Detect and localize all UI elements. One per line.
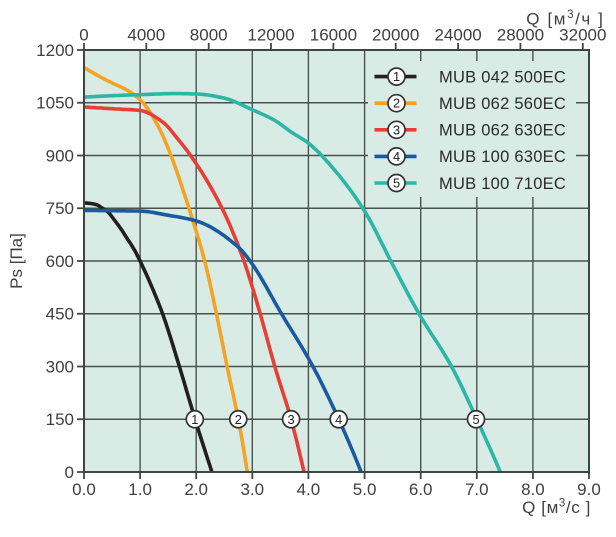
svg-text:5: 5 [393,176,400,191]
svg-text:5: 5 [472,412,479,427]
svg-text:1: 1 [393,69,400,84]
svg-text:5.0: 5.0 [353,480,377,499]
svg-text:450: 450 [46,305,74,324]
svg-text:6.0: 6.0 [409,480,433,499]
svg-text:1: 1 [191,412,198,427]
svg-text:MUB 062 630EC: MUB 062 630EC [439,122,566,140]
svg-text:3: 3 [393,122,400,137]
svg-text:3.0: 3.0 [240,480,264,499]
svg-text:8.0: 8.0 [521,480,545,499]
svg-text:Ps [Па]: Ps [Па] [7,233,26,289]
svg-text:7.0: 7.0 [465,480,489,499]
svg-text:600: 600 [46,252,74,271]
svg-text:28000: 28000 [497,26,544,45]
svg-text:4.0: 4.0 [297,480,321,499]
svg-text:300: 300 [46,357,74,376]
svg-text:MUB 100 630EC: MUB 100 630EC [439,148,566,166]
svg-text:8000: 8000 [190,26,228,45]
svg-text:1200: 1200 [36,41,74,60]
svg-text:Q [м3/ч ]: Q [м3/ч ] [526,9,604,29]
svg-text:32000: 32000 [559,26,606,45]
svg-text:0: 0 [65,463,74,482]
svg-text:24000: 24000 [434,26,481,45]
svg-text:9.0: 9.0 [577,480,601,499]
svg-text:MUB 042 500EC: MUB 042 500EC [439,68,566,86]
svg-text:0: 0 [79,26,88,45]
svg-text:750: 750 [46,199,74,218]
svg-text:MUB 100 710EC: MUB 100 710EC [439,175,566,193]
svg-text:1.0: 1.0 [128,480,152,499]
svg-text:Q [м3/с ]: Q [м3/с ] [522,498,591,518]
svg-text:1050: 1050 [36,94,74,113]
svg-text:4: 4 [335,412,342,427]
svg-text:MUB 062 560EC: MUB 062 560EC [439,95,566,113]
svg-text:16000: 16000 [310,26,357,45]
svg-text:12000: 12000 [247,26,294,45]
svg-text:2: 2 [235,412,242,427]
svg-text:900: 900 [46,146,74,165]
svg-text:2: 2 [393,96,400,111]
svg-text:0.0: 0.0 [72,480,96,499]
svg-text:4000: 4000 [127,26,165,45]
svg-text:4: 4 [393,149,400,164]
svg-text:3: 3 [288,412,295,427]
svg-text:2.0: 2.0 [184,480,208,499]
svg-text:150: 150 [46,410,74,429]
svg-text:20000: 20000 [372,26,419,45]
